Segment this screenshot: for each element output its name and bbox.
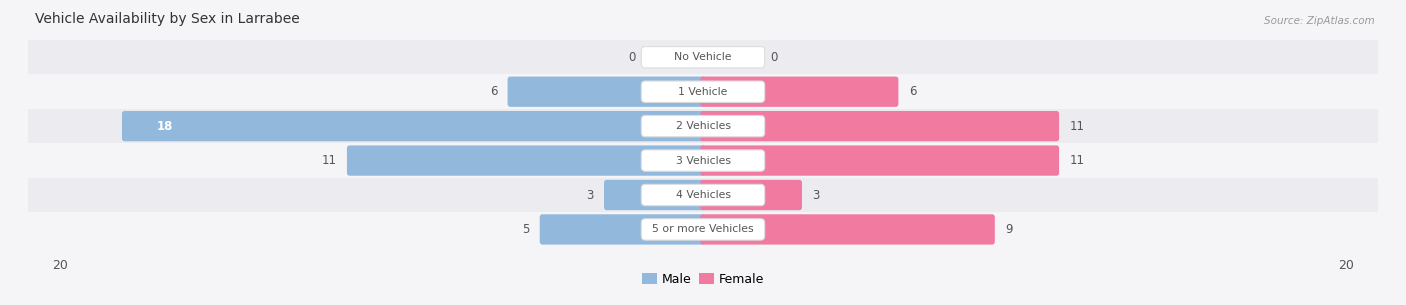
Bar: [0, 143, 1406, 178]
FancyBboxPatch shape: [641, 47, 765, 68]
Text: 5 or more Vehicles: 5 or more Vehicles: [652, 224, 754, 235]
Bar: [0, 178, 1406, 212]
Text: 0: 0: [628, 51, 636, 64]
FancyBboxPatch shape: [641, 150, 765, 171]
FancyBboxPatch shape: [641, 81, 765, 102]
Text: 18: 18: [156, 120, 173, 133]
Text: 9: 9: [1005, 223, 1012, 236]
FancyBboxPatch shape: [700, 145, 1059, 176]
Text: 11: 11: [1070, 120, 1084, 133]
Text: 4 Vehicles: 4 Vehicles: [675, 190, 731, 200]
Text: Source: ZipAtlas.com: Source: ZipAtlas.com: [1264, 16, 1375, 26]
FancyBboxPatch shape: [122, 111, 706, 141]
Bar: [0, 109, 1406, 143]
FancyBboxPatch shape: [700, 77, 898, 107]
Text: 3: 3: [813, 188, 820, 202]
Text: 5: 5: [522, 223, 530, 236]
Bar: [0, 212, 1406, 247]
Legend: Male, Female: Male, Female: [637, 268, 769, 291]
FancyBboxPatch shape: [700, 214, 995, 245]
Text: 6: 6: [908, 85, 917, 98]
Text: 11: 11: [1070, 154, 1084, 167]
FancyBboxPatch shape: [540, 214, 706, 245]
Bar: [0, 74, 1406, 109]
FancyBboxPatch shape: [700, 180, 801, 210]
Text: 3 Vehicles: 3 Vehicles: [675, 156, 731, 166]
FancyBboxPatch shape: [641, 219, 765, 240]
Text: 1 Vehicle: 1 Vehicle: [678, 87, 728, 97]
Text: 11: 11: [322, 154, 336, 167]
FancyBboxPatch shape: [641, 184, 765, 206]
Text: Vehicle Availability by Sex in Larrabee: Vehicle Availability by Sex in Larrabee: [35, 12, 299, 26]
FancyBboxPatch shape: [641, 116, 765, 137]
Text: 0: 0: [770, 51, 778, 64]
FancyBboxPatch shape: [508, 77, 706, 107]
FancyBboxPatch shape: [347, 145, 706, 176]
Text: 2 Vehicles: 2 Vehicles: [675, 121, 731, 131]
FancyBboxPatch shape: [700, 111, 1059, 141]
Text: 6: 6: [489, 85, 498, 98]
Text: No Vehicle: No Vehicle: [675, 52, 731, 62]
Bar: [0, 40, 1406, 74]
Text: 3: 3: [586, 188, 593, 202]
FancyBboxPatch shape: [605, 180, 706, 210]
